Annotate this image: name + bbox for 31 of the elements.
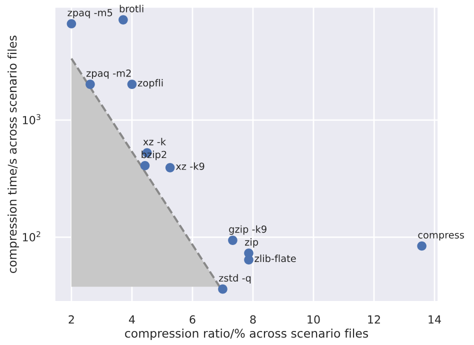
point <box>140 160 150 170</box>
y-tick-label: 10$^{2}$ <box>22 231 40 242</box>
x-tick-label: 6 <box>190 315 196 324</box>
y-axis-title: compression time/s across scenario files <box>8 36 19 274</box>
point <box>127 80 137 89</box>
x-tick-label: 4 <box>128 315 135 324</box>
point <box>228 236 238 245</box>
annotation: zpaq -m2 <box>86 69 131 79</box>
annotation: zopfli <box>138 79 163 88</box>
annotation: compress <box>418 232 464 240</box>
annotation: xz -k9 <box>176 162 204 170</box>
point <box>66 19 76 28</box>
point <box>218 284 228 294</box>
point <box>86 80 95 89</box>
point <box>118 15 128 24</box>
x-tick-label: 14 <box>428 315 441 324</box>
point <box>417 241 426 251</box>
x-tick-label: 8 <box>250 315 256 324</box>
annotation: zlib-flate <box>254 254 296 262</box>
y-tick-label: 10$^{3}$ <box>22 114 40 124</box>
annotation: brotli <box>120 4 144 12</box>
annotation: zstd -q <box>218 274 251 284</box>
annotation: xz -k <box>143 138 166 146</box>
point <box>165 163 175 172</box>
x-tick-label: 12 <box>368 315 380 324</box>
annotation: zip <box>245 238 258 248</box>
annotation: gzip -k9 <box>229 225 266 235</box>
x-axis-title: compression ratio/% across scenario files <box>125 328 368 340</box>
x-tick-label: 2 <box>68 315 74 324</box>
x-tick-label: 10 <box>308 315 320 324</box>
annotation: zpaq -m5 <box>68 9 112 18</box>
